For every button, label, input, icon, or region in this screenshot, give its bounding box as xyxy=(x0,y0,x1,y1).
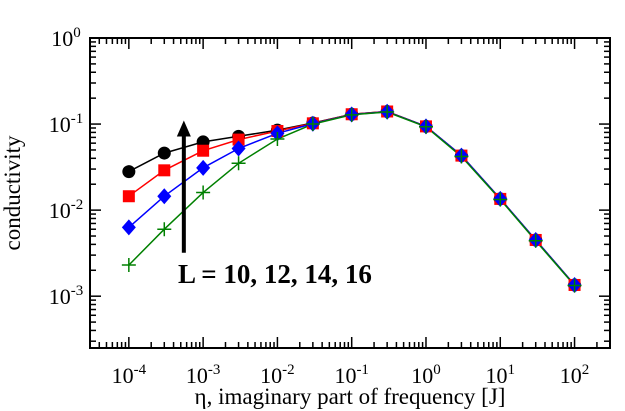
data-point-plus xyxy=(380,105,395,120)
y-tick-label: 10-2 xyxy=(49,197,84,223)
data-point-plus xyxy=(567,278,582,293)
data-point-square xyxy=(232,133,245,146)
data-point-diamond xyxy=(157,188,172,205)
x-tick-label: 10-4 xyxy=(112,362,147,388)
x-tick-label: 100 xyxy=(411,362,441,388)
plot-frame xyxy=(89,37,611,349)
data-point-circle xyxy=(122,165,136,179)
y-tick-label: 10-3 xyxy=(49,283,84,309)
x-tick-label: 102 xyxy=(560,362,590,388)
data-point-plus xyxy=(528,233,543,248)
data-point-plus xyxy=(454,149,469,164)
data-point-plus xyxy=(231,156,246,171)
data-point-plus xyxy=(196,185,211,200)
data-point-square xyxy=(158,164,171,177)
data-point-diamond xyxy=(231,140,246,157)
data-point-plus xyxy=(157,222,172,237)
data-point-plus xyxy=(305,117,320,132)
y-tick-label: 10-1 xyxy=(49,111,84,137)
data-point-plus xyxy=(418,119,433,134)
data-point-diamond xyxy=(121,219,136,236)
data-point-diamond xyxy=(196,159,211,176)
system-size-annotation: L = 10, 12, 14, 16 xyxy=(178,259,372,289)
data-point-square xyxy=(122,190,135,203)
x-tick-label: 101 xyxy=(486,362,516,388)
x-tick-label: 10-2 xyxy=(260,362,295,388)
x-tick-label: 10-1 xyxy=(334,362,369,388)
data-point-square xyxy=(197,144,210,157)
annotation-arrow-head xyxy=(176,120,191,137)
y-axis-label: conductivity xyxy=(0,135,25,250)
data-point-plus xyxy=(270,132,285,147)
x-axis-label: η, imaginary part of frequency [J] xyxy=(195,384,506,409)
data-point-plus xyxy=(121,258,136,273)
data-point-plus xyxy=(344,107,359,122)
data-point-circle xyxy=(157,146,171,160)
data-point-plus xyxy=(493,192,508,207)
y-tick-label: 100 xyxy=(51,25,81,51)
x-tick-label: 10-3 xyxy=(186,362,221,388)
